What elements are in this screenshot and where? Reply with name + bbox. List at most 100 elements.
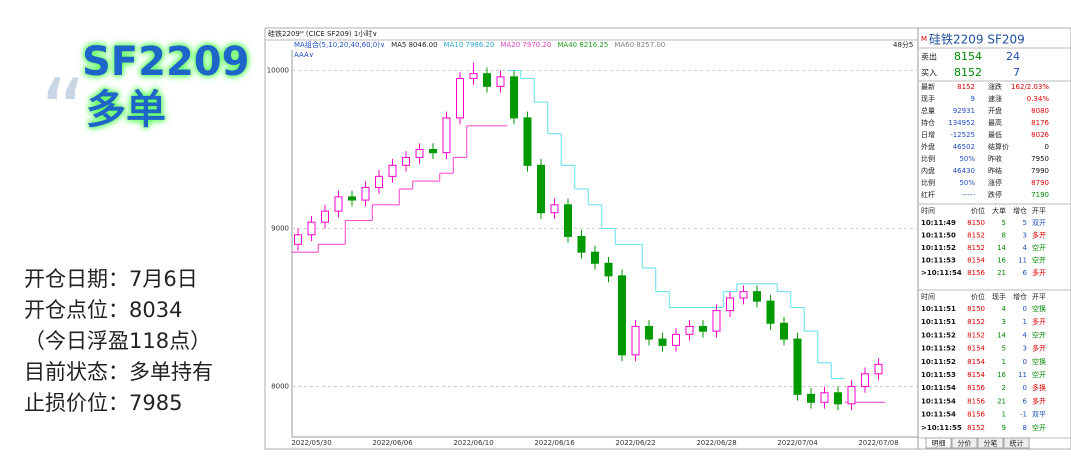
x-tick-label: 2022/06/10 [453, 439, 493, 447]
candle-body [402, 156, 410, 166]
stat-value: ----- [962, 191, 975, 199]
table-cell: 10:11:49 [921, 219, 956, 227]
candle-body [820, 392, 829, 403]
candle-body [874, 363, 883, 375]
table-cell: 10:11:54 [921, 384, 956, 392]
table-cell: 空换 [1032, 357, 1046, 366]
tab[interactable] [925, 437, 952, 449]
table-cell: 10:11:54 [921, 411, 956, 419]
table-header: 时间 [921, 292, 935, 301]
table-cell: 8156 [967, 384, 985, 392]
table-cell: 空开 [1032, 256, 1046, 265]
overlay-line: 目前状态：多单持有 [24, 360, 213, 384]
stat-value: 46502 [953, 143, 975, 151]
title-bar: 硅铁2209ᴹ (CICE SF209) 1小时∨ [268, 29, 377, 38]
candle-body [510, 76, 518, 119]
table-cell: 0 [1023, 305, 1027, 313]
tab-label[interactable]: 明细 [932, 439, 946, 448]
table-header: 现手 [992, 292, 1006, 301]
table-cell: >10:11:54 [921, 269, 962, 277]
candle-body [618, 275, 626, 356]
stat-label: 结算价 [988, 142, 1009, 151]
candle-body [537, 164, 545, 214]
table-cell: 8 [1023, 424, 1027, 432]
stat-label: 昨收 [988, 154, 1002, 163]
candle-body [793, 338, 802, 395]
table-cell: 8154 [967, 345, 985, 353]
x-tick-label: 2022/06/22 [615, 439, 655, 447]
candle-body [307, 221, 316, 236]
candle-body [591, 251, 599, 264]
candle-body [739, 291, 748, 299]
candle-body [429, 149, 437, 154]
table-cell: 3 [1002, 318, 1006, 326]
tab[interactable] [951, 437, 978, 449]
stat-value: 162/2.03% [1011, 83, 1049, 91]
table-cell: 8156 [967, 411, 985, 419]
table-cell: 8154 [967, 371, 985, 379]
table-cell: 4 [1023, 331, 1028, 339]
candle-body [523, 117, 532, 166]
stat-label: 总量 [921, 106, 935, 115]
book-volume: 7 [1013, 66, 1020, 79]
stat-label: 内盘 [921, 166, 935, 175]
candle-body [469, 73, 478, 79]
table-cell: 0 [1023, 358, 1027, 366]
table-cell: 10:11:52 [921, 331, 956, 339]
candle-body [699, 325, 707, 332]
panel-title: 硅铁2209 SF209 [929, 33, 1025, 47]
tab[interactable] [977, 437, 1004, 449]
table-cell: 4 [1023, 244, 1028, 252]
table-cell: 3 [1023, 345, 1027, 353]
table-cell: 8154 [967, 358, 985, 366]
stat-label: 最新 [921, 82, 935, 91]
tab[interactable] [1003, 437, 1030, 449]
stat-value: 50% [959, 179, 975, 187]
candle-body [604, 262, 613, 277]
tab-label[interactable]: 分笔 [984, 439, 998, 448]
candle-body [645, 325, 653, 340]
x-tick-label: 2022/06/16 [534, 439, 575, 447]
table-cell: 4 [1002, 305, 1007, 313]
stat-value: 0 [1045, 143, 1049, 151]
x-tick-label: 2022/07/04 [777, 439, 818, 447]
overlay-line: 开仓点位：8034 [24, 298, 182, 322]
candle-body [631, 325, 640, 356]
indicator: MA5 8046.00 [391, 41, 437, 49]
stat-label: 红杆 [921, 190, 935, 199]
stat-label: 最高 [988, 118, 1002, 127]
stat-label: 速涨 [988, 94, 1002, 103]
table-header: 开平 [1032, 207, 1046, 215]
stat-label: 日增 [921, 130, 935, 139]
overlay-line: （今日浮盈118点） [24, 329, 211, 353]
stat-label: 跌停 [988, 190, 1002, 199]
tab-label[interactable]: 分价 [958, 439, 972, 448]
y-tick-label: 10000 [267, 67, 289, 75]
table-cell: 14 [997, 244, 1006, 252]
table-header: 大单 [992, 206, 1006, 215]
table-cell: 8154 [967, 257, 985, 265]
table-cell: 多开 [1032, 231, 1046, 240]
stat-label: 昨结 [988, 166, 1002, 175]
stat-label: 最低 [988, 130, 1002, 139]
stat-value: 8080 [1031, 107, 1049, 115]
app-frame [264, 27, 1071, 450]
tab-label[interactable]: 统计 [1010, 439, 1024, 448]
table-cell: 双平 [1032, 411, 1046, 419]
stat-value: -12525 [950, 131, 975, 139]
table-cell: 8152 [967, 232, 985, 240]
y-tick-label: 8000 [271, 382, 289, 390]
x-tick-label: 2022/06/06 [372, 439, 413, 447]
table-cell: 5 [1023, 219, 1027, 227]
stat-value: 8152 [957, 83, 975, 91]
table-cell: 多开 [1032, 396, 1046, 405]
stat-label: 现手 [921, 94, 935, 103]
table-header: 时间 [921, 206, 935, 215]
table-cell: 5 [1002, 219, 1006, 227]
candle-body [753, 291, 761, 302]
stat-value: 0.34% [1027, 95, 1050, 103]
candle-body [483, 73, 491, 87]
corner-label: 48分5 [893, 40, 913, 49]
candle-body [726, 297, 734, 312]
